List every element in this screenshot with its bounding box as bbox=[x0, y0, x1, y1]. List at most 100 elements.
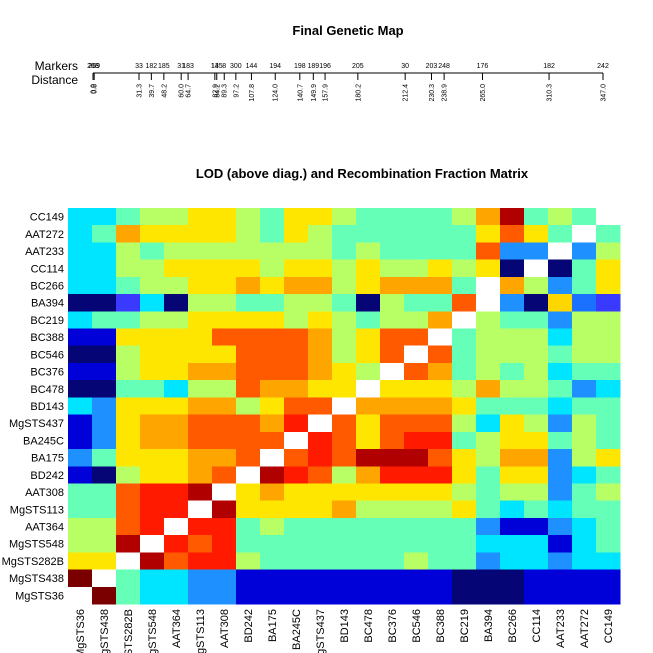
heatmap-cell bbox=[572, 552, 597, 571]
heatmap-cell bbox=[476, 311, 501, 330]
heatmap-cell bbox=[116, 294, 141, 312]
heatmap-cell bbox=[260, 483, 285, 502]
heatmap-cell bbox=[548, 362, 573, 381]
heatmap-row-label: AAT308 bbox=[25, 487, 64, 499]
heatmap-cell bbox=[332, 328, 357, 347]
heatmap-column-label: MgSTS548 bbox=[147, 609, 159, 653]
heatmap-cell bbox=[428, 276, 453, 295]
heatmap-cell bbox=[236, 208, 261, 226]
heatmap-cell bbox=[92, 586, 117, 605]
heatmap-cell bbox=[68, 517, 93, 536]
heatmap-cell bbox=[476, 431, 501, 450]
map-distance-label: 347.0 bbox=[601, 84, 608, 102]
heatmap-cell bbox=[68, 449, 93, 467]
heatmap-cell bbox=[92, 569, 117, 588]
heatmap-cell bbox=[476, 242, 501, 261]
heatmap-cell bbox=[260, 517, 285, 536]
heatmap-cell bbox=[260, 397, 285, 416]
heatmap-cell bbox=[500, 294, 525, 312]
heatmap-cell bbox=[308, 569, 333, 588]
heatmap-cell bbox=[524, 500, 549, 519]
heatmap-row-label: CC114 bbox=[31, 263, 64, 275]
heatmap-cell bbox=[188, 569, 213, 588]
heatmap-cell bbox=[428, 431, 453, 450]
heatmap-cell bbox=[500, 276, 525, 295]
heatmap-cell bbox=[188, 208, 213, 226]
heatmap-cell bbox=[212, 586, 237, 605]
heatmap-cell bbox=[452, 294, 477, 312]
heatmap-cell bbox=[140, 431, 165, 450]
heatmap-cell bbox=[68, 362, 93, 381]
heatmap-cell bbox=[452, 208, 477, 226]
heatmap-cell bbox=[92, 414, 117, 433]
heatmap-cell bbox=[404, 208, 429, 226]
heatmap-cell bbox=[452, 225, 477, 243]
heatmap-cell bbox=[596, 225, 621, 243]
heatmap-cell bbox=[500, 569, 525, 588]
heatmap-cell bbox=[236, 517, 261, 536]
heatmap-cell bbox=[236, 431, 261, 450]
map-distance-label: 82.9 bbox=[212, 84, 219, 98]
heatmap-cell bbox=[260, 362, 285, 381]
heatmap-cell bbox=[332, 586, 357, 605]
heatmap-cell bbox=[212, 449, 237, 467]
heatmap-cell bbox=[116, 569, 141, 588]
heatmap-cell bbox=[356, 225, 381, 243]
heatmap-cell bbox=[476, 345, 501, 364]
heatmap-cell bbox=[164, 208, 189, 226]
heatmap-cell bbox=[572, 345, 597, 364]
heatmap-cell bbox=[500, 259, 525, 278]
heatmap-cell bbox=[452, 414, 477, 433]
heatmap-cell bbox=[236, 569, 261, 588]
map-distance-label: 0.0 bbox=[91, 84, 98, 94]
heatmap-cell bbox=[332, 259, 357, 278]
heatmap-cell bbox=[524, 397, 549, 416]
map-marker-label: 13 bbox=[211, 63, 219, 70]
heatmap-cell bbox=[260, 294, 285, 312]
heatmap-cell bbox=[236, 500, 261, 519]
heatmap-cell bbox=[212, 414, 237, 433]
heatmap-row-label: BD242 bbox=[30, 470, 64, 482]
heatmap-cell bbox=[212, 328, 237, 347]
heatmap-cell bbox=[308, 517, 333, 536]
heatmap-cell bbox=[428, 380, 453, 398]
heatmap-cell bbox=[476, 259, 501, 278]
heatmap-cell bbox=[524, 483, 549, 502]
heatmap-cell bbox=[164, 242, 189, 261]
heatmap-cell bbox=[284, 414, 309, 433]
heatmap-cell bbox=[500, 552, 525, 571]
heatmap-cell bbox=[308, 311, 333, 330]
heatmap-cell bbox=[452, 259, 477, 278]
heatmap-cell bbox=[428, 586, 453, 605]
map-marker-label: 300 bbox=[230, 63, 242, 70]
map-distance-label: 107.8 bbox=[249, 84, 256, 102]
heatmap-cell bbox=[308, 380, 333, 398]
heatmap-cell bbox=[596, 242, 621, 261]
heatmap-cell bbox=[428, 242, 453, 261]
heatmap-cell bbox=[68, 569, 93, 588]
heatmap-cell bbox=[188, 225, 213, 243]
heatmap-cell bbox=[212, 311, 237, 330]
heatmap-cell bbox=[68, 225, 93, 243]
heatmap-cell bbox=[452, 362, 477, 381]
heatmap-cell bbox=[260, 259, 285, 278]
heatmap-cell bbox=[188, 328, 213, 347]
heatmap-cell bbox=[188, 517, 213, 536]
heatmap-cell bbox=[356, 276, 381, 295]
heatmap-cell bbox=[356, 345, 381, 364]
heatmap-cell bbox=[380, 380, 405, 398]
heatmap-cell bbox=[596, 449, 621, 467]
heatmap-cell bbox=[212, 294, 237, 312]
heatmap-cell bbox=[548, 225, 573, 243]
heatmap-cell bbox=[332, 431, 357, 450]
heatmap-cell bbox=[260, 466, 285, 484]
heatmap-cell bbox=[308, 225, 333, 243]
heatmap-cell bbox=[596, 466, 621, 484]
heatmap-cell bbox=[212, 225, 237, 243]
heatmap-cell bbox=[500, 414, 525, 433]
heatmap-cell bbox=[452, 380, 477, 398]
heatmap-cell bbox=[404, 259, 429, 278]
heatmap-cell bbox=[452, 242, 477, 261]
heatmap-cell bbox=[476, 552, 501, 571]
heatmap-cell bbox=[356, 586, 381, 605]
